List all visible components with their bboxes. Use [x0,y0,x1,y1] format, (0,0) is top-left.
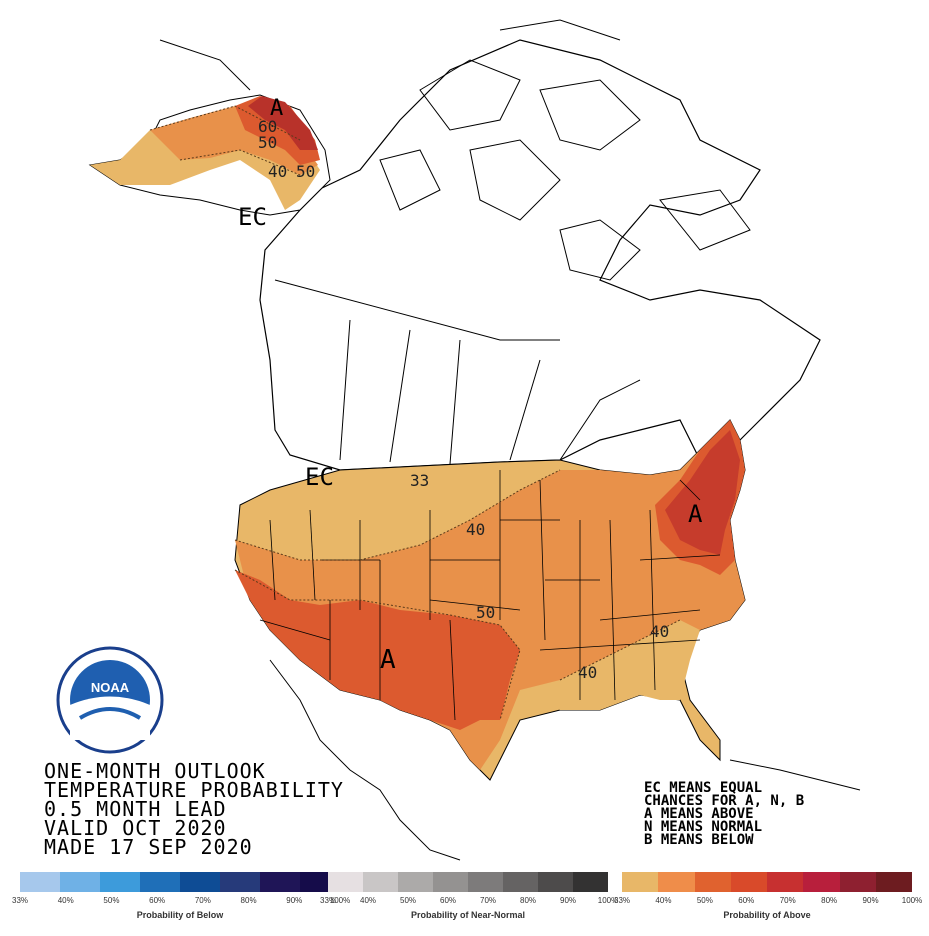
contour-label-ak-60: 60 [258,117,277,136]
colorbar-above-swatch-3 [730,872,767,892]
colorbar-below-title: Probability of Below [136,910,224,920]
legend-note-line-2: CHANCES FOR A, N, B [644,793,805,809]
colorbar-below-tick-6: 90% [286,896,303,905]
colorbar-below-swatch-3 [140,872,180,892]
contour-label-ak-40: 40 [268,162,287,181]
colorbar-normal [328,872,608,892]
title-line-2: TEMPERATURE PROBABILITY [44,778,344,802]
ec-legend-note: EC MEANS EQUAL CHANCES FOR A, N, B A MEA… [644,780,805,848]
conus-ec-label: EC [305,463,334,491]
colorbar-normal-swatch-2 [398,872,433,892]
colorbar-above-tick-4: 70% [779,896,796,905]
contour-label-40-se2: 40 [578,663,597,682]
northeast-above-60 [665,430,740,555]
contour-label-33: 33 [410,471,429,490]
alaska-ec-label: EC [238,203,267,231]
colorbar-below-ticks: 33% 40% 50% 60% 70% 80% 90% 100% [12,896,350,908]
state-lines [259,470,721,721]
contour-lines [149,105,681,721]
colorbar-normal-tick-4: 70% [479,896,497,905]
outlook-title-block: ONE-MONTH OUTLOOK TEMPERATURE PROBABILIT… [44,759,344,859]
legend-note-line-3: A MEANS ABOVE [644,806,754,822]
colorbar-above-tick-3: 60% [738,896,755,905]
canada-outline [259,39,821,471]
arctic-islands [159,19,751,281]
colorbar-above-tick-5: 80% [821,896,838,905]
contour-label-ak-50: 50 [258,133,277,152]
mexico-outline [269,659,461,861]
colorbar-normal-tick-6: 90% [559,896,577,905]
colorbar-normal-swatch-6 [538,872,573,892]
colorbar-above-tick-7: 100% [901,896,923,905]
title-line-3: 0.5 MONTH LEAD [44,797,227,821]
colorbar-normal-swatch-7 [573,872,608,892]
colorbar-below-tick-0: 33% [11,896,29,905]
colorbar-normal-swatch-3 [433,872,468,892]
contour-label-ak-50b: 50 [296,162,315,181]
southwest-above-50 [235,570,520,730]
colorbar-normal-swatch-4 [468,872,503,892]
colorbar-normal-tick-2: 50% [399,896,417,905]
colorbar-below-swatch-0 [20,872,60,892]
colorbar-normal-tick-5: 80% [519,896,537,905]
colorbar-normal-tick-1: 40% [359,896,377,905]
title-line-4: VALID OCT 2020 [44,816,227,840]
legend-note-line-1: EC MEANS EQUAL [644,780,763,796]
southwest-a-label: A [380,645,396,675]
northeast-a-label: A [688,500,703,528]
colorbar-above-ticks: 33% 40% 50% 60% 70% 80% 90% 100% [614,896,922,908]
contour-label-50: 50 [476,603,495,622]
contour-label-40-se1: 40 [650,622,669,641]
colorbar-above-tick-6: 90% [862,896,879,905]
colorbar-above-swatch-7 [875,872,912,892]
florida-cuba [729,759,861,791]
legend-note-line-5: B MEANS BELOW [644,832,754,848]
colorbar-above-swatch-4 [767,872,804,892]
colorbar-normal-swatch-5 [503,872,538,892]
colorbar-below-swatch-4 [180,872,220,892]
colorbar-above-tick-2: 50% [696,896,713,905]
colorbar-above-swatch-2 [694,872,731,892]
legend-note-line-4: N MEANS NORMAL [644,819,763,835]
title-line-5: MADE 17 SEP 2020 [44,835,253,859]
alaska-above-60 [248,96,318,150]
colorbar-above-tick-0: 33% [613,896,631,905]
colorbar-below-swatch-6 [260,872,300,892]
noaa-logo-text: NOAA [91,680,130,695]
colorbar-above-swatch-0 [622,872,659,892]
colorbar-normal-tick-3: 60% [439,896,457,905]
colorbar-normal-tick-0: 33% [319,896,337,905]
colorbar-below-swatch-2 [100,872,140,892]
colorbar-normal-title: Probability of Near-Normal [410,910,526,920]
colorbar-normal-ticks: 33% 40% 50% 60% 70% 80% 90% 100% [320,896,618,908]
colorbar-below-swatch-5 [220,872,260,892]
title-line-1: ONE-MONTH OUTLOOK [44,759,266,783]
colorbar-above-swatch-1 [658,872,695,892]
colorbar-normal-tick-7: 100% [597,896,619,905]
colorbar-below-tick-2: 50% [103,896,120,905]
colorbar-below-tick-3: 60% [149,896,166,905]
colorbar-below-tick-5: 80% [240,896,257,905]
colorbar-below-tick-4: 70% [194,896,211,905]
colorbar-below-swatch-1 [60,872,100,892]
colorbar-below-tick-7: 100% [329,896,351,905]
colorbar-normal-swatch-0 [328,872,363,892]
colorbar-above-tick-1: 40% [655,896,672,905]
contour-label-40-north: 40 [466,520,485,539]
colorbar-below-tick-1: 40% [57,896,74,905]
colorbar-above-swatch-6 [839,872,876,892]
alaska-a-label: A [270,96,283,121]
colorbar-below [20,872,340,892]
province-lines [274,279,641,465]
colorbar-above-swatch-5 [803,872,840,892]
colorbar-above-title: Probability of Above [723,910,811,920]
noaa-logo: NOAA [56,646,164,754]
colorbar-above [622,872,912,892]
colorbar-normal-swatch-1 [363,872,398,892]
